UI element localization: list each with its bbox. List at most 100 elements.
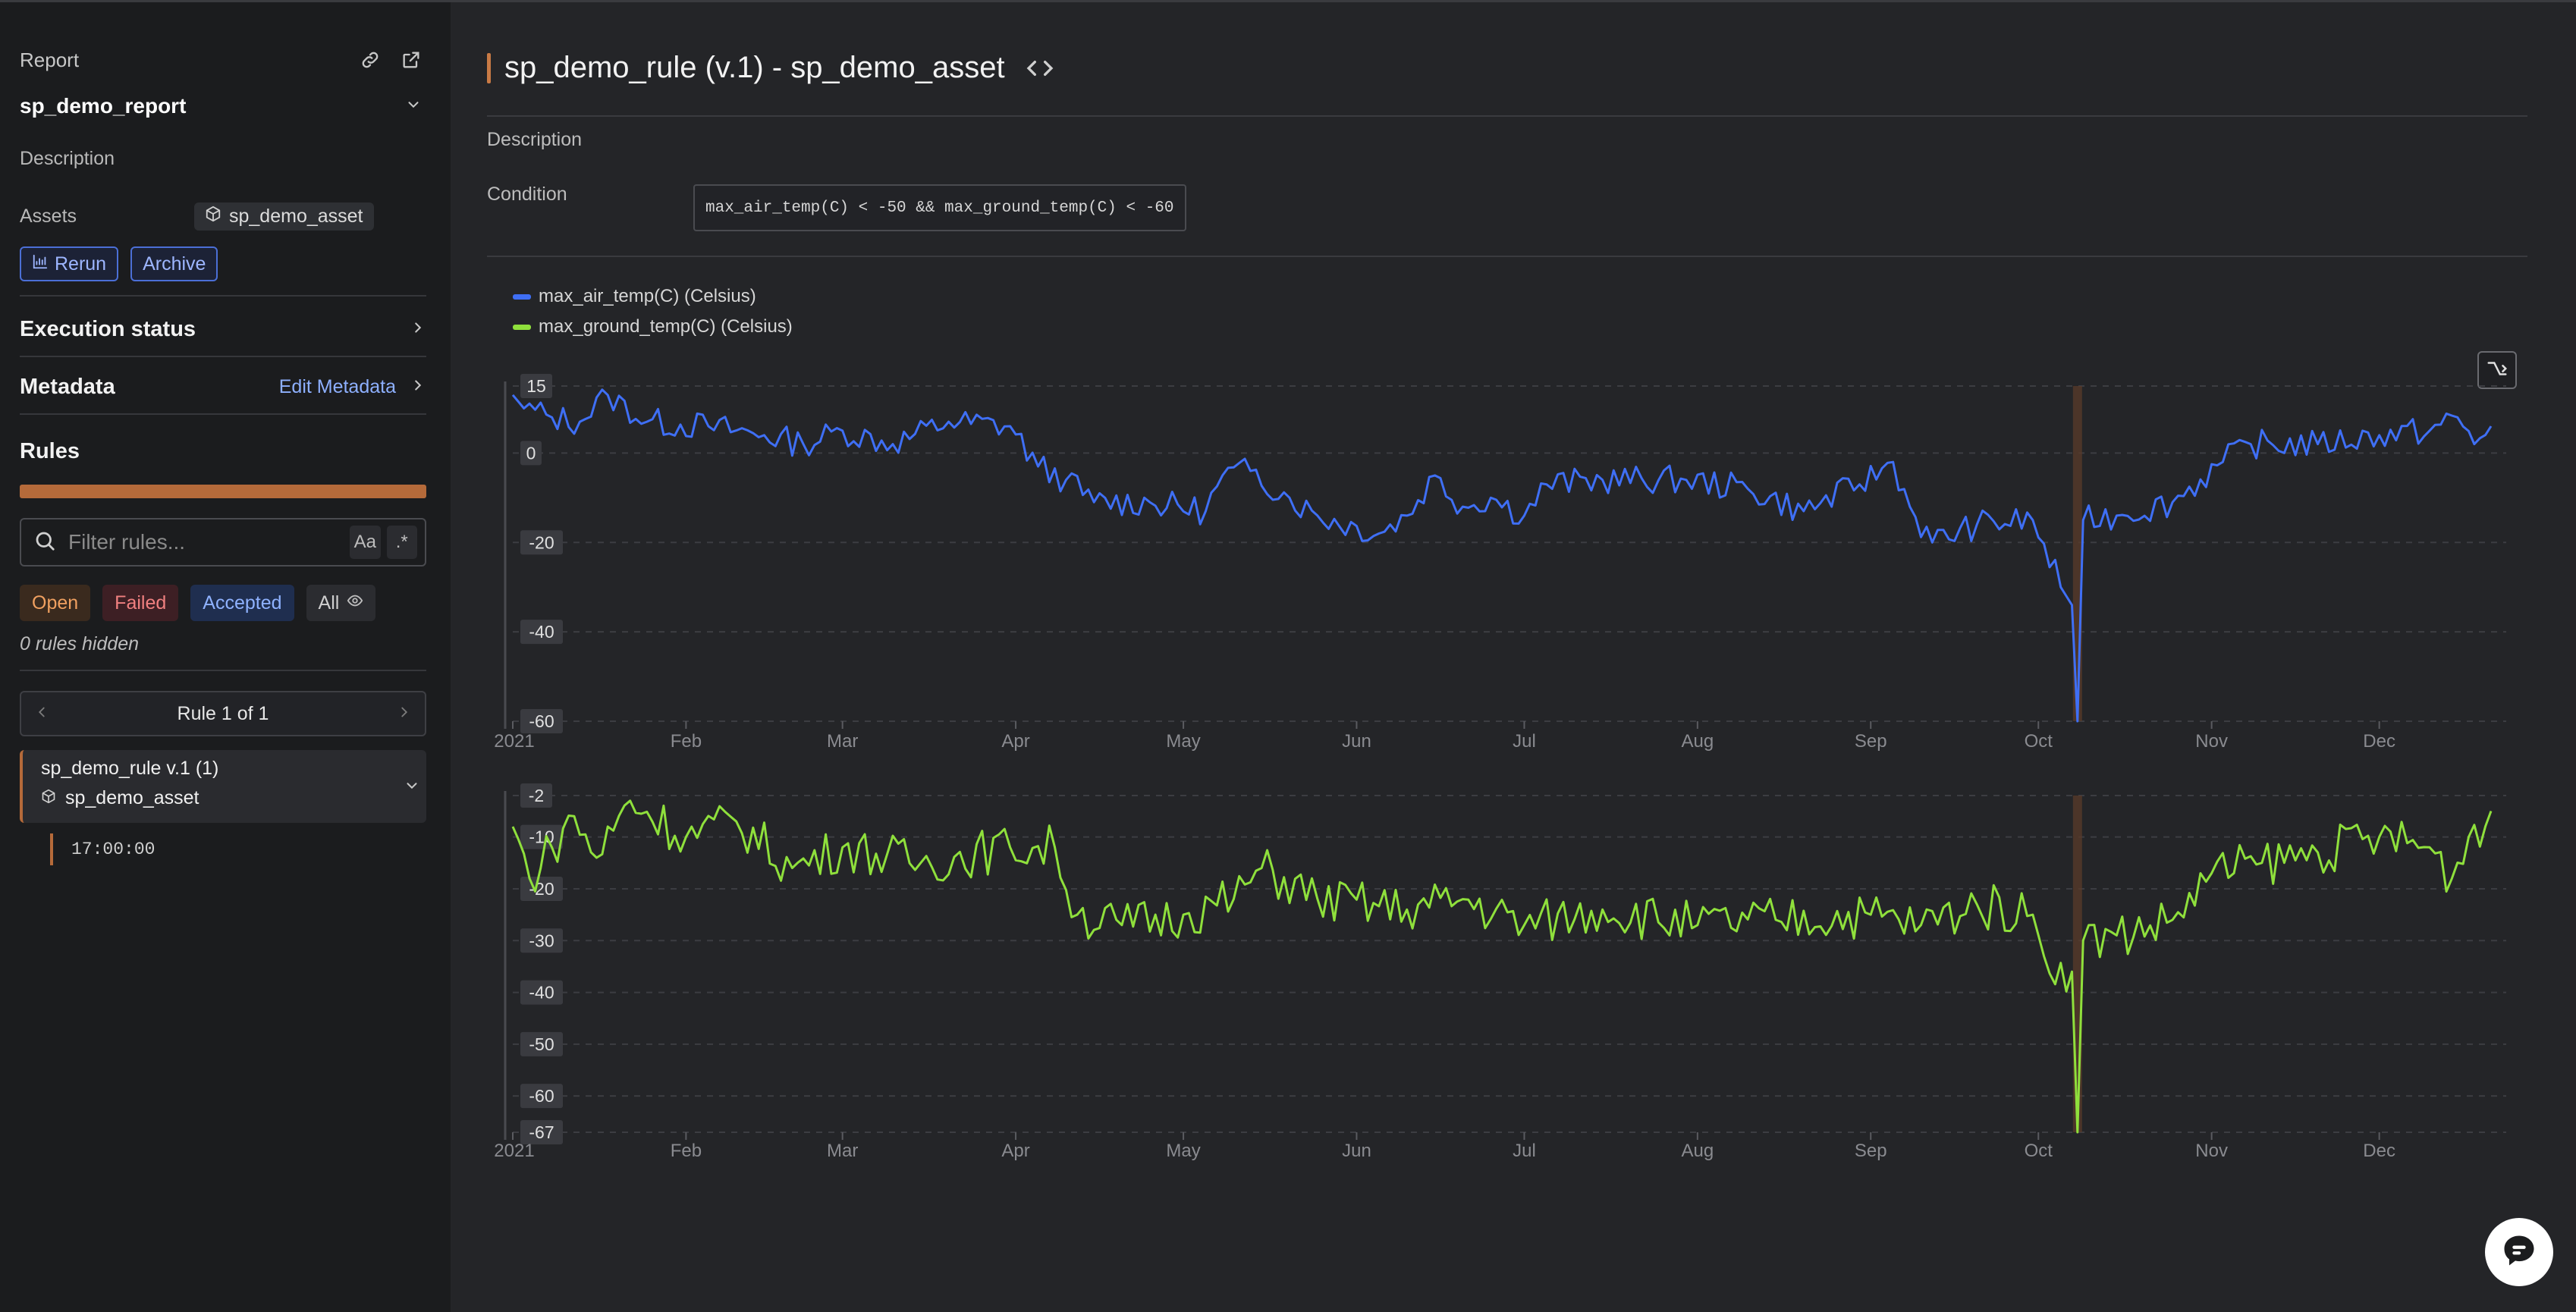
metadata-section[interactable]: Metadata Edit Metadata xyxy=(20,368,426,406)
x-tick-label: May xyxy=(1166,731,1200,752)
ground-temp-series-line xyxy=(511,799,2493,1134)
y-tick-bg xyxy=(520,783,552,808)
y-tick-bg xyxy=(520,441,542,466)
chart-icon xyxy=(32,253,49,275)
rerun-button[interactable]: Rerun xyxy=(20,246,119,281)
x-tick-label: Dec xyxy=(2363,731,2395,752)
x-tick-label: Sep xyxy=(1855,1141,1887,1161)
divider xyxy=(20,670,426,671)
y-tick-bg xyxy=(520,620,563,645)
x-tick-label: Nov xyxy=(2195,731,2228,752)
edit-metadata-link[interactable]: Edit Metadata xyxy=(278,375,396,397)
y-tick-bg xyxy=(520,1084,563,1109)
execution-status-title: Execution status xyxy=(20,316,196,341)
reset-zoom-button[interactable] xyxy=(2477,351,2517,389)
y-tick-bg xyxy=(520,709,563,733)
chevron-down-icon[interactable] xyxy=(404,777,420,798)
filter-all-chip[interactable]: All xyxy=(306,585,376,621)
regex-toggle[interactable]: .* xyxy=(386,526,417,559)
y-tick-label: -40 xyxy=(529,983,554,1003)
status-filters: Open Failed Accepted All xyxy=(20,585,376,621)
next-rule-button[interactable] xyxy=(396,704,413,724)
filter-failed-chip[interactable]: Failed xyxy=(102,585,179,621)
archive-label: Archive xyxy=(143,253,206,275)
execution-time-item[interactable]: 17:00:00 xyxy=(50,833,155,865)
filter-rules-input[interactable] xyxy=(67,529,344,555)
report-name: sp_demo_report xyxy=(20,94,187,118)
match-case-toggle[interactable]: Aa xyxy=(350,526,381,559)
x-tick-label: Feb xyxy=(671,731,702,752)
x-tick-label: Dec xyxy=(2363,1141,2395,1161)
y-tick-bg xyxy=(520,1031,563,1056)
rule-card-asset: sp_demo_asset xyxy=(41,787,426,809)
x-tick-label: 2021 xyxy=(494,1141,534,1161)
rules-title: Rules xyxy=(20,439,80,463)
rerun-label: Rerun xyxy=(55,253,107,275)
y-tick-label: -20 xyxy=(529,879,554,899)
x-tick-label: Feb xyxy=(671,1141,702,1161)
rules-progress-bar xyxy=(20,485,426,498)
chevron-down-icon xyxy=(405,96,422,117)
condition-label: Condition xyxy=(487,184,567,205)
x-tick-label: Jun xyxy=(1342,1141,1371,1161)
rule-card-asset-label: sp_demo_asset xyxy=(65,787,199,808)
x-tick-label: Apr xyxy=(1001,731,1029,752)
cube-icon xyxy=(205,206,221,228)
air-temp-series-line xyxy=(511,388,2493,723)
divider xyxy=(20,413,426,415)
filter-open-chip[interactable]: Open xyxy=(20,585,91,621)
page-title: sp_demo_rule (v.1) - sp_demo_asset xyxy=(504,51,1005,84)
y-tick-label: 0 xyxy=(526,443,536,463)
filter-rules-box: Aa .* xyxy=(20,518,426,567)
filter-all-label: All xyxy=(318,592,340,614)
x-tick-label: Aug xyxy=(1682,1141,1714,1161)
y-tick-bg xyxy=(520,928,563,953)
x-tick-label: Apr xyxy=(1001,1141,1029,1161)
y-tick-label: -40 xyxy=(529,622,554,642)
code-icon[interactable] xyxy=(1025,53,1055,83)
cube-icon xyxy=(41,787,56,809)
rules-hidden-note: 0 rules hidden xyxy=(20,633,140,654)
asset-chip[interactable]: sp_demo_asset xyxy=(194,202,374,231)
y-tick-label: -2 xyxy=(529,786,544,805)
legend-label-air: max_air_temp(C) (Celsius) xyxy=(539,286,756,306)
filter-accepted-chip[interactable]: Accepted xyxy=(190,585,294,621)
external-link-icon[interactable] xyxy=(401,49,422,71)
asset-chip-label: sp_demo_asset xyxy=(229,206,363,227)
y-tick-label: -50 xyxy=(529,1034,554,1054)
x-tick-label: Mar xyxy=(827,731,858,752)
report-label: Report xyxy=(20,48,80,71)
legend-item-ground[interactable]: max_ground_temp(C) (Celsius) xyxy=(513,312,793,342)
y-tick-label: -20 xyxy=(529,532,554,552)
x-tick-label: Mar xyxy=(827,1141,858,1161)
execution-status-section[interactable]: Execution status xyxy=(20,310,426,348)
rule-card-name: sp_demo_rule v.1 (1) xyxy=(41,758,219,779)
legend-swatch-ground xyxy=(513,324,531,330)
rule-detail-panel: sp_demo_rule (v.1) - sp_demo_asset Descr… xyxy=(451,2,2576,1312)
reset-zoom-icon xyxy=(2486,357,2508,384)
archive-button[interactable]: Archive xyxy=(130,246,218,281)
report-actions: Rerun Archive xyxy=(20,246,218,281)
y-tick-bg xyxy=(520,530,563,555)
rule-card[interactable]: sp_demo_rule v.1 (1) sp_demo_asset xyxy=(20,750,426,823)
x-tick-label: Jul xyxy=(1513,1141,1536,1161)
report-selector[interactable]: sp_demo_report xyxy=(20,89,422,124)
y-tick-label: -67 xyxy=(529,1122,554,1142)
legend-item-air[interactable]: max_air_temp(C) (Celsius) xyxy=(513,281,793,312)
divider xyxy=(20,356,426,357)
description-label: Description xyxy=(20,148,115,169)
divider xyxy=(487,256,2527,257)
divider xyxy=(487,115,2527,117)
link-icon[interactable] xyxy=(360,49,381,71)
x-tick-label: May xyxy=(1166,1141,1200,1161)
x-tick-label: Aug xyxy=(1682,731,1714,752)
chat-icon xyxy=(2499,1231,2539,1274)
y-tick-bg xyxy=(520,980,563,1005)
chat-button[interactable] xyxy=(2485,1218,2553,1286)
prev-rule-button[interactable] xyxy=(33,704,50,724)
report-sidebar: Report sp_demo_report Description Assets… xyxy=(0,2,451,1312)
y-tick-bg xyxy=(520,824,563,849)
y-tick-label: -30 xyxy=(529,931,554,950)
eye-icon xyxy=(347,592,363,614)
